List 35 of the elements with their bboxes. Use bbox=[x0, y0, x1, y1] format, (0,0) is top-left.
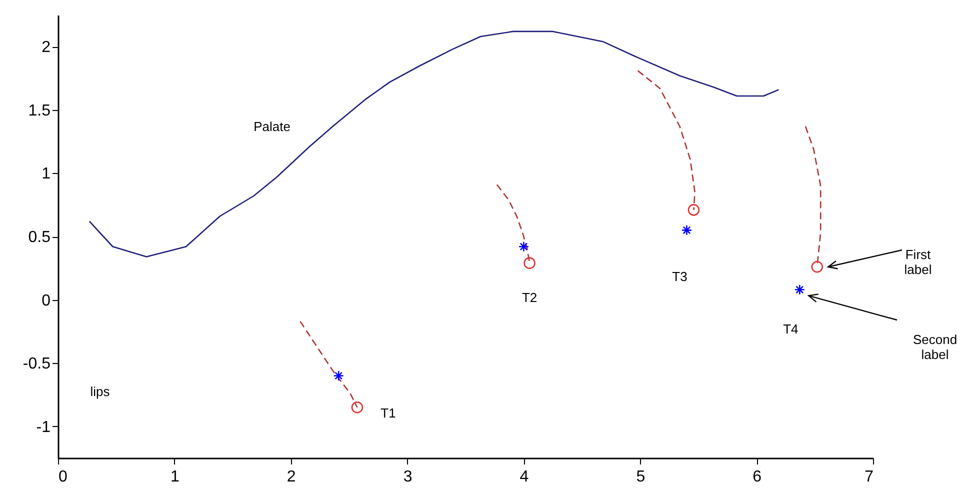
x-tick-label: 5 bbox=[636, 468, 646, 486]
x-tick-label: 7 bbox=[864, 468, 874, 486]
annotation: lips bbox=[90, 384, 110, 399]
point bbox=[794, 284, 806, 296]
y-tick-label: 1.5 bbox=[28, 102, 51, 120]
y-tick-label: 0 bbox=[42, 292, 51, 310]
point bbox=[351, 401, 364, 414]
annotation: T4 bbox=[783, 322, 798, 337]
x-tick-label: 4 bbox=[520, 468, 529, 486]
line-series bbox=[88, 30, 780, 258]
y-tick-label: 0.5 bbox=[28, 229, 51, 246]
point bbox=[681, 224, 692, 236]
text: Second label bbox=[912, 332, 958, 362]
point bbox=[811, 260, 824, 273]
y-tick-label: -1 bbox=[36, 418, 51, 436]
annotation: T3 bbox=[672, 269, 688, 284]
annotation: T2 bbox=[522, 290, 538, 306]
y-tick-label: 2 bbox=[42, 39, 51, 56]
y-tick-label: 1 bbox=[42, 166, 51, 183]
annotation: Palate bbox=[254, 119, 290, 134]
point bbox=[688, 204, 700, 216]
annotation: T1 bbox=[380, 405, 396, 420]
line-series bbox=[637, 70, 696, 211]
x-tick-label: 1 bbox=[170, 468, 180, 486]
text: First label bbox=[904, 247, 932, 277]
x-tick-label: 3 bbox=[403, 468, 412, 486]
point bbox=[333, 370, 344, 382]
x-tick-label: 0 bbox=[58, 468, 68, 486]
point bbox=[524, 257, 536, 269]
y-tick-label: -0.5 bbox=[22, 356, 51, 373]
line-series bbox=[300, 320, 358, 408]
x-tick-label: 6 bbox=[752, 468, 762, 486]
x-tick-label: 2 bbox=[286, 468, 296, 486]
line-series bbox=[496, 184, 530, 264]
point bbox=[518, 241, 530, 252]
